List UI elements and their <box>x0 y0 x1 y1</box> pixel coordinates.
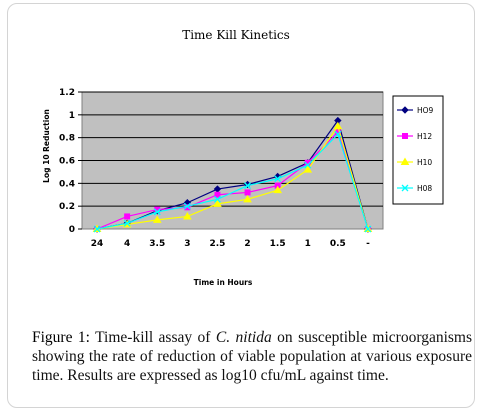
series-line-h08 <box>96 133 369 230</box>
data-point-h08 <box>334 130 342 138</box>
chart-title: Time Kill Kinetics <box>182 28 290 42</box>
y-tick-label: 1.2 <box>59 88 75 98</box>
caption-organism: C. nitida <box>215 329 272 346</box>
legend-box <box>392 95 444 205</box>
data-point-h10 <box>182 211 192 220</box>
data-point-h10 <box>333 121 343 130</box>
legend-label-h12: H12 <box>417 132 432 141</box>
x-tick-label: 3.5 <box>149 239 165 249</box>
y-tick-label: 0.2 <box>59 202 75 212</box>
x-tick-label: 3 <box>184 239 190 249</box>
y-tick-label: 1 <box>69 111 75 121</box>
data-point-h08 <box>213 195 221 203</box>
x-tick-label: 1.5 <box>270 239 286 249</box>
data-point-h10 <box>152 215 162 223</box>
y-tick-label: 0.4 <box>59 179 75 189</box>
data-point-h08 <box>274 175 282 183</box>
data-point-h12 <box>214 191 221 198</box>
data-point-h12 <box>184 204 191 211</box>
data-point-h08 <box>183 202 191 210</box>
x-tick-label: 2.5 <box>209 239 225 249</box>
data-point-h08 <box>304 161 312 169</box>
data-point-h10 <box>303 165 313 173</box>
caption-label: Figure 1: <box>32 329 90 346</box>
y-tick-label: 0.8 <box>59 134 75 144</box>
x-tick-label: 1 <box>305 239 311 249</box>
x-tick-label: 0.5 <box>330 239 346 249</box>
data-point-h10 <box>213 199 222 207</box>
series-line-h10 <box>96 124 369 230</box>
caption-text-after: on susceptible microorganisms showing th… <box>32 329 473 384</box>
y-tick-label: 0.6 <box>59 157 75 167</box>
legend-marker-h08 <box>401 184 409 192</box>
data-point-h08 <box>93 225 101 233</box>
data-point-h10 <box>273 185 283 194</box>
legend-label-ho9: HO9 <box>417 106 434 115</box>
caption-text-before: Time-kill assay of <box>89 329 216 346</box>
data-point-h10 <box>243 194 252 203</box>
data-point-h12 <box>124 213 131 220</box>
legend-marker-h12 <box>402 133 408 139</box>
x-tick-label: 4 <box>124 239 130 249</box>
legend-marker-h10 <box>400 157 410 165</box>
legend-marker-ho9 <box>401 106 409 114</box>
y-axis-label: Log 10 Reduction <box>42 109 51 183</box>
data-point-h08 <box>244 182 252 190</box>
figure-frame: Time Kill Kinetics 0 0.2 0.4 0.6 0.8 1 1.2 24 4 3… <box>7 3 475 408</box>
x-tick-label: 24 <box>91 239 104 249</box>
data-point-h08 <box>153 208 161 216</box>
data-point-h12 <box>244 189 251 196</box>
x-tick-label: - <box>366 239 370 249</box>
x-axis-label: Time in Hours <box>194 278 253 287</box>
legend-label-h08: H08 <box>417 184 432 193</box>
figure-caption: Figure 1: Time-kill assay of C. nitida o… <box>32 328 472 385</box>
legend-label-h10: H10 <box>417 158 432 167</box>
data-point-h08 <box>123 219 131 227</box>
time-kill-chart: Time Kill Kinetics 0 0.2 0.4 0.6 0.8 1 1.2 24 4 3… <box>42 28 444 287</box>
data-point-h08 <box>364 225 372 233</box>
y-tick-label: 0 <box>69 225 75 235</box>
x-tick-label: 2 <box>244 239 250 249</box>
